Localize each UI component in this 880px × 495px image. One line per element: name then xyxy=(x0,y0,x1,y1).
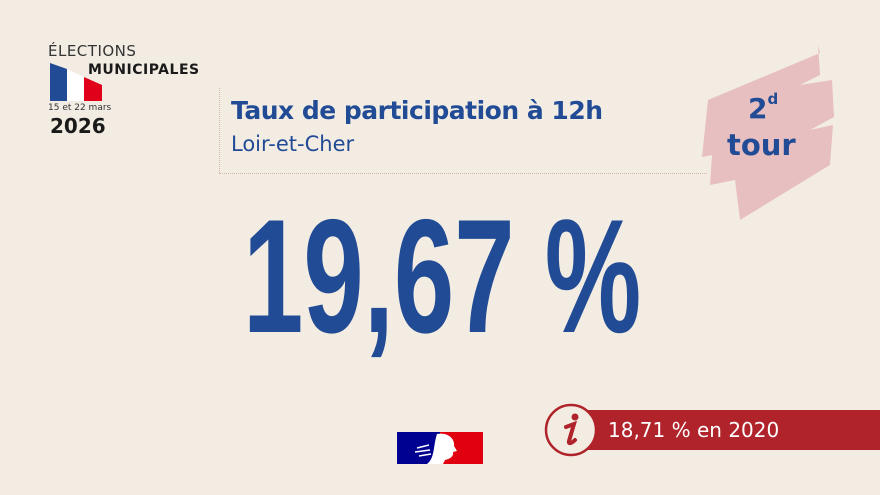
info-icon xyxy=(544,403,598,457)
previous-result-text: 18,71 % en 2020 xyxy=(608,418,780,442)
participation-rate: 19,67 % xyxy=(243,186,642,367)
round-number: 2d xyxy=(748,90,779,125)
previous-result-banner xyxy=(588,410,880,450)
elections-label: ÉLECTIONS xyxy=(48,42,137,60)
page-title: Taux de participation à 12h xyxy=(231,96,603,125)
round-number-suffix: d xyxy=(767,90,779,108)
election-dates: 15 et 22 mars xyxy=(48,103,112,113)
round-label: tour xyxy=(727,128,796,162)
municipales-label: MUNICIPALES xyxy=(88,62,200,78)
round-badge-brush-shape xyxy=(702,45,834,220)
department-name: Loir-et-Cher xyxy=(231,132,355,156)
marianne-logo xyxy=(397,432,483,464)
french-flag-icon xyxy=(50,63,102,101)
divider-vertical xyxy=(219,88,220,173)
divider-horizontal xyxy=(219,173,707,174)
round-number-value: 2 xyxy=(748,92,768,125)
election-year: 2026 xyxy=(50,114,106,138)
